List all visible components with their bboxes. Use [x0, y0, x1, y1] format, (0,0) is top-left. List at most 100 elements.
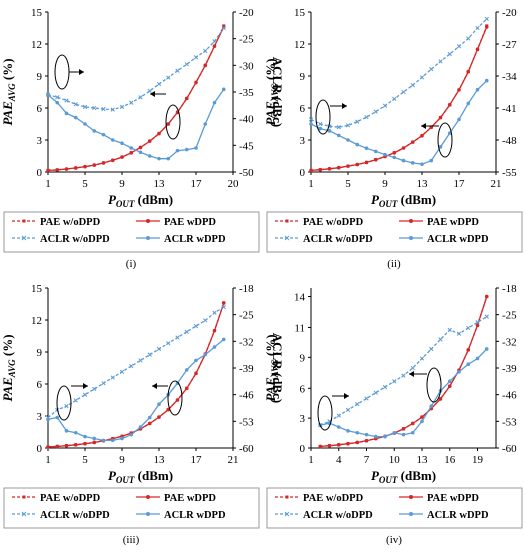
data-point	[364, 396, 369, 401]
data-point	[457, 117, 461, 122]
data-point	[156, 81, 162, 87]
data-point	[475, 47, 480, 52]
x-tick-label: 1	[308, 454, 314, 466]
legend-label-aclr_wo: ACLR w/oDPD	[303, 510, 373, 521]
x-tick-label: 13	[154, 178, 166, 190]
arrow-head-icon	[409, 371, 414, 377]
x-axis-label: POUT (dBm)	[371, 192, 436, 209]
y-left-tick-label: 0	[37, 167, 43, 179]
legend-label-aclr_wo: ACLR w/oDPD	[303, 234, 373, 245]
series-line-aclr-wdpd	[310, 80, 488, 165]
data-point	[221, 301, 226, 305]
x-axis-label: POUT (dBm)	[371, 468, 436, 485]
annotation-ellipse	[165, 104, 181, 140]
data-point	[175, 335, 180, 340]
data-point	[438, 115, 443, 120]
data-point	[429, 346, 434, 352]
legend-marker	[21, 511, 27, 517]
data-point	[184, 329, 189, 334]
data-point	[193, 55, 199, 60]
legend-marker	[146, 219, 150, 223]
x-tick-label: 5	[82, 178, 88, 190]
data-point	[475, 356, 480, 361]
data-point	[73, 398, 78, 403]
data-point	[438, 397, 443, 401]
data-point	[203, 318, 208, 323]
y-right-axis-label: ACLR (dBc)	[270, 57, 285, 127]
data-point	[46, 445, 50, 449]
data-point	[212, 39, 217, 44]
series-line-pae-w-odpd	[320, 296, 488, 448]
data-point	[392, 96, 397, 102]
series-line-aclr-w-odpd	[47, 306, 225, 419]
data-point	[309, 122, 313, 126]
data-point	[46, 417, 50, 422]
data-point	[138, 358, 143, 363]
legend-marker	[146, 512, 150, 516]
data-point	[392, 155, 397, 160]
data-point	[447, 131, 452, 135]
data-point	[64, 403, 69, 409]
data-point	[157, 402, 161, 406]
x-axis-label: POUT (dBm)	[108, 192, 173, 209]
data-point	[73, 430, 78, 435]
y-left-tick-label: 6	[37, 379, 43, 391]
data-point	[147, 421, 152, 426]
x-tick-label: 17	[191, 178, 203, 190]
data-point	[383, 434, 387, 439]
data-point	[212, 100, 217, 105]
y-right-tick-label: -32	[502, 336, 517, 348]
y-left-axis-label: PAEAVG (%)	[0, 334, 17, 401]
data-point	[392, 430, 397, 435]
data-point	[82, 392, 88, 397]
data-point	[484, 294, 489, 299]
data-point	[447, 103, 452, 107]
data-point	[318, 167, 323, 172]
legend-label-aclr_wo: ACLR w/oDPD	[40, 234, 110, 245]
y-left-label-main: PAE	[0, 377, 15, 402]
data-point	[46, 168, 50, 173]
data-point	[157, 131, 161, 136]
data-point	[221, 87, 226, 92]
data-point	[318, 121, 323, 127]
data-point	[64, 443, 69, 448]
y-right-tick-label: -25	[502, 310, 517, 322]
y-right-tick-label: -18	[239, 283, 254, 295]
data-point	[392, 379, 397, 384]
y-right-tick-label: -34	[502, 71, 517, 83]
x-tick-label: 1	[45, 454, 51, 466]
data-point	[212, 310, 217, 315]
data-point	[336, 425, 341, 429]
y-left-tick-label: 3	[37, 411, 43, 423]
data-point	[382, 103, 388, 108]
data-point	[64, 429, 69, 433]
y-right-tick-label: -39	[239, 363, 254, 375]
data-point	[466, 325, 471, 331]
data-point	[475, 320, 480, 325]
data-point	[184, 386, 189, 391]
y-left-label-sub: AVG	[270, 359, 280, 378]
data-point	[212, 345, 217, 349]
data-point	[129, 146, 134, 150]
legend-label-pae_w: PAE wDPD	[427, 217, 479, 228]
legend-label-aclr_w: ACLR wDPD	[164, 234, 226, 245]
data-point	[475, 323, 480, 328]
y-left-tick-label: 9	[37, 71, 43, 83]
data-point	[336, 165, 341, 170]
data-point	[55, 168, 60, 172]
data-point	[147, 415, 152, 420]
x-tick-label: 1	[45, 178, 51, 190]
x-tick-label: 20	[228, 178, 240, 190]
legend-marker	[22, 219, 26, 223]
data-point	[355, 162, 360, 167]
x-axis-label-main: P	[108, 192, 117, 207]
x-axis-label-main: P	[108, 468, 117, 483]
y-left-tick-label: 0	[37, 443, 43, 455]
legend-label-pae_wo: PAE w/oDPD	[303, 493, 364, 504]
annotation-ellipse	[426, 367, 442, 403]
data-point	[184, 62, 189, 67]
data-point	[484, 16, 489, 22]
legend-box	[266, 487, 523, 529]
y-left-label-sub: AVG	[7, 83, 17, 102]
y-left-label-main: PAE	[263, 377, 278, 402]
